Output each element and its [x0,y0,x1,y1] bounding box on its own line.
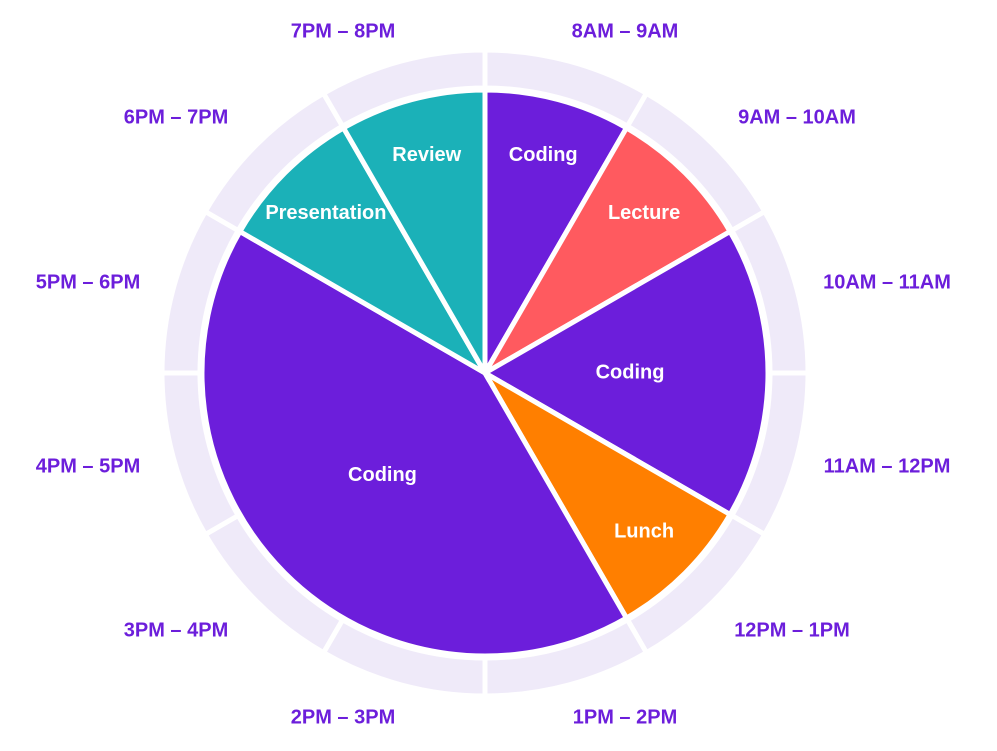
slot-label: 8AM – 9AM [572,20,679,42]
slot-label: 2PM – 3PM [291,706,395,728]
slot-label: 10AM – 11AM [823,271,951,293]
slot-label: 5PM – 6PM [36,271,140,293]
slot-label: 12PM – 1PM [734,619,850,641]
pie-slice [340,87,488,383]
slot-label: 11AM – 12PM [824,455,951,477]
pie-slice [480,228,771,518]
slice-label: Coding [348,464,417,486]
pie-slice [478,124,734,380]
pie-slice [199,228,630,659]
pie-slice [236,124,492,380]
slice-label: Presentation [265,202,386,224]
slot-label: 6PM – 7PM [124,106,228,128]
pie-slice [478,366,734,622]
slice-label: Coding [596,361,665,383]
slice-label: Lunch [614,520,674,542]
pie-slice [482,87,630,383]
slice-label: Review [392,144,461,166]
slot-label: 7PM – 8PM [291,20,395,42]
slice-label: Coding [509,144,578,166]
slot-label: 9AM – 10AM [738,106,856,128]
slot-label: 3PM – 4PM [124,619,228,641]
slice-label: Lecture [608,202,680,224]
slot-label: 4PM – 5PM [36,455,140,477]
slot-label: 1PM – 2PM [573,706,677,728]
